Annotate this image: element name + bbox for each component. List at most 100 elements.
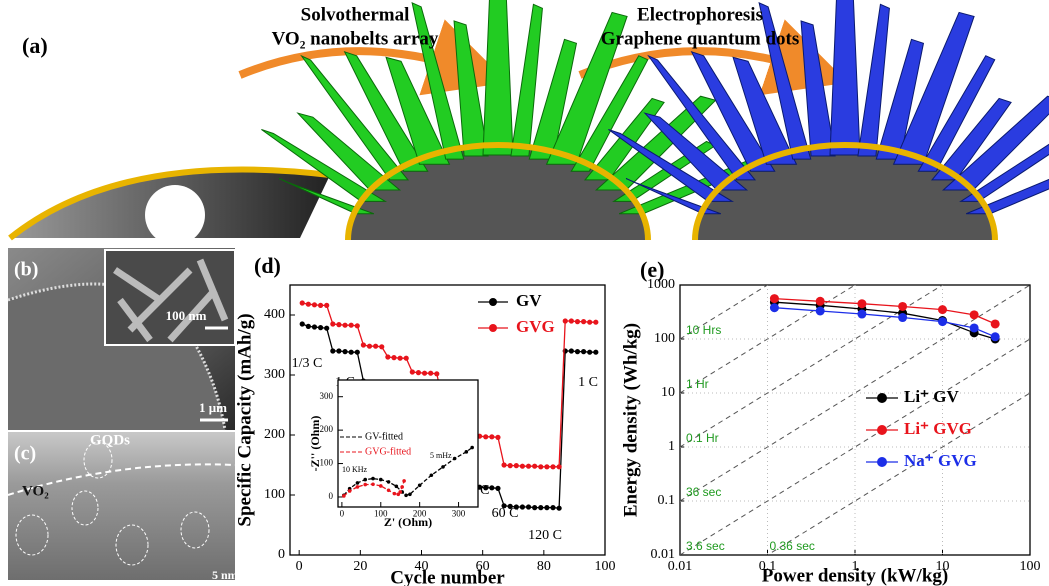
data-point (575, 349, 580, 354)
y-tick-label: 1000 (647, 277, 675, 292)
y-tick-label: 0 (329, 491, 334, 501)
data-point (324, 326, 329, 331)
y-tick-label: 0 (278, 547, 285, 562)
data-point (569, 348, 574, 353)
y-tick-label: 100 (264, 487, 285, 502)
legend-label: Na⁺ GVG (904, 451, 977, 470)
data-point (342, 323, 347, 328)
time-label: 0.36 sec (770, 539, 815, 553)
data-point (336, 322, 341, 327)
legend-label: GVG-fitted (365, 446, 411, 457)
data-point (318, 303, 323, 308)
legend-label: Li⁺ GV (904, 387, 960, 406)
legend-label: Li⁺ GVG (904, 419, 972, 438)
x-tick-label: 0 (340, 509, 345, 519)
data-point (397, 356, 402, 361)
data-point (385, 354, 390, 359)
data-point (416, 370, 421, 375)
data-point (538, 505, 543, 510)
data-point (520, 504, 525, 509)
time-label: 3.6 sec (686, 539, 725, 553)
data-point (330, 321, 335, 326)
legend-swatch (489, 324, 497, 332)
data-point (379, 484, 383, 488)
data-point (550, 505, 555, 510)
data-point (400, 485, 404, 489)
y-tick-label: 0.1 (658, 493, 676, 508)
annotation: 5 mHz (430, 451, 452, 460)
y-tick-label: 10 (661, 385, 675, 400)
legend-swatch (489, 298, 497, 306)
data-point (563, 318, 568, 323)
time-label: 1 Hr (686, 377, 709, 391)
inset-background (338, 380, 478, 507)
rate-label: 1 C (578, 375, 598, 390)
nanobelt (801, 21, 835, 156)
data-point (393, 492, 397, 496)
legend-swatch (877, 457, 887, 467)
data-point (387, 480, 391, 484)
data-point (538, 464, 543, 469)
data-point (336, 348, 341, 353)
fiber-section (145, 185, 205, 245)
nanobelt (454, 21, 488, 156)
data-point (526, 504, 531, 509)
y-tick-label: 200 (264, 427, 285, 442)
data-point (991, 319, 1000, 328)
nanobelt (830, 0, 860, 155)
data-point (379, 344, 384, 349)
data-point (312, 302, 317, 307)
x-tick-label: 100 (595, 559, 616, 574)
data-point (581, 349, 586, 354)
data-point (441, 465, 445, 469)
data-point (330, 348, 335, 353)
data-point (898, 313, 907, 322)
panel-label: (c) (14, 443, 36, 465)
rate-label: 1/3 C (292, 356, 323, 371)
data-point (418, 483, 422, 487)
data-point (544, 505, 549, 510)
data-point (348, 489, 352, 493)
x-tick-label: 80 (537, 559, 551, 574)
y-tick-label: 300 (264, 367, 285, 382)
data-point (857, 310, 866, 319)
data-point (575, 319, 580, 324)
y-tick-label: 100 (654, 331, 675, 346)
data-point (387, 488, 391, 492)
x-axis-title: Z' (Ohm) (384, 515, 432, 529)
step-title: Solvothermal (301, 4, 410, 25)
y-axis-title: -Z'' (Ohm) (308, 416, 322, 472)
data-point (318, 325, 323, 330)
y-tick-label: 400 (264, 307, 285, 322)
data-point (428, 371, 433, 376)
panel-label: (d) (254, 253, 281, 278)
legend-swatch (877, 393, 887, 403)
y-axis-title: Energy density (Wh/kg) (620, 323, 641, 517)
y-tick-label: 1 (668, 439, 675, 454)
data-point (408, 493, 412, 497)
data-point (526, 464, 531, 469)
data-point (361, 342, 366, 347)
data-point (356, 481, 360, 485)
data-point (898, 302, 907, 311)
time-label: 10 Hrs (686, 323, 721, 337)
x-tick-label: 20 (353, 559, 367, 574)
legend-swatch (877, 425, 887, 435)
data-point (970, 310, 979, 319)
data-point (970, 323, 979, 332)
page: (a) Solvothermal VO₂ nanobelts array Ele… (0, 0, 1049, 586)
data-point (306, 302, 311, 307)
data-point (434, 371, 439, 376)
data-point (453, 457, 457, 461)
data-point (355, 350, 360, 355)
data-point (816, 297, 825, 306)
data-point (342, 349, 347, 354)
data-point (300, 321, 305, 326)
data-point (532, 464, 537, 469)
data-point (495, 486, 500, 491)
data-point (483, 434, 488, 439)
legend-label: GV-fitted (365, 431, 403, 442)
data-point (991, 332, 1000, 341)
time-label: 36 sec (686, 485, 721, 499)
series-line (774, 302, 995, 339)
